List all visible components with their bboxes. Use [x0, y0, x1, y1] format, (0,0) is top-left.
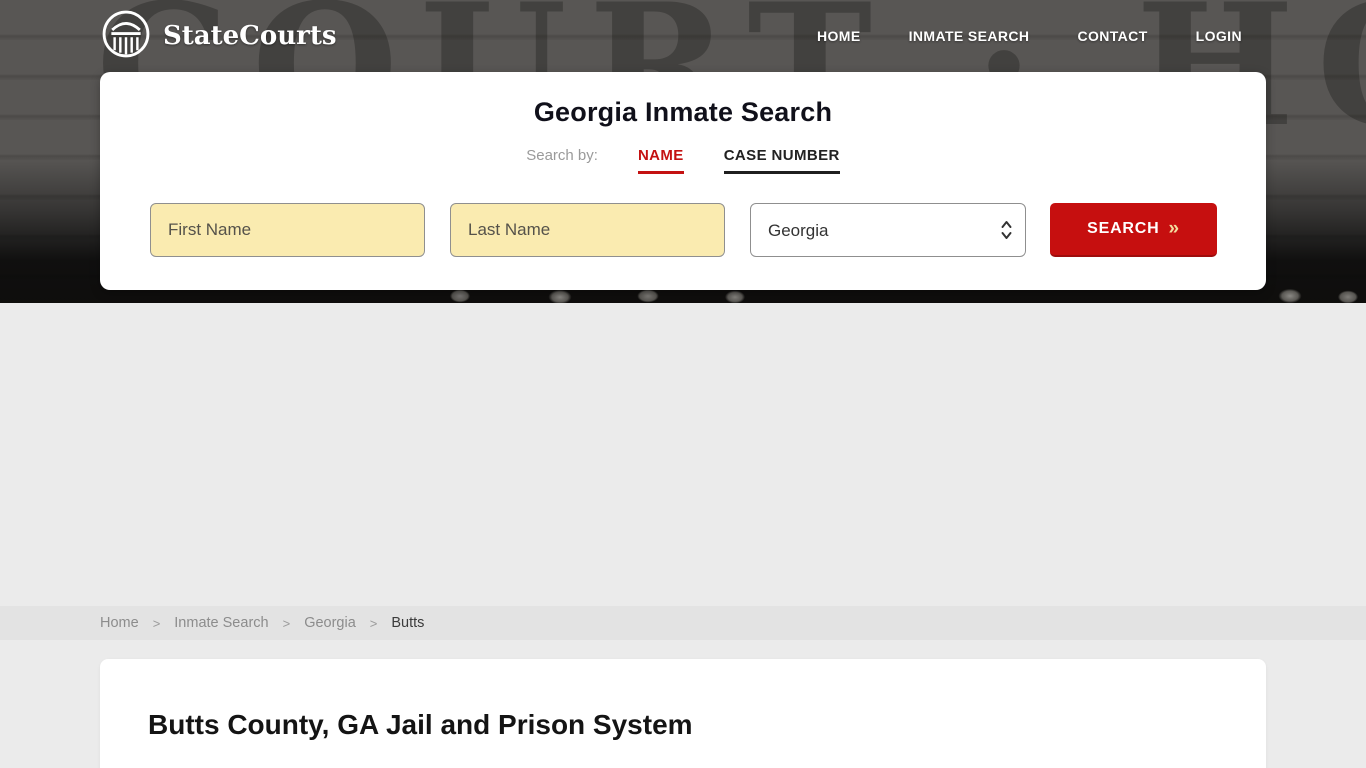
breadcrumb-georgia[interactable]: Georgia: [304, 615, 356, 631]
tab-search-by-case-number[interactable]: CASE NUMBER: [723, 147, 840, 174]
breadcrumb-inmate-search[interactable]: Inmate Search: [174, 615, 269, 631]
county-heading: Butts County, GA Jail and Prison System: [148, 709, 693, 740]
breadcrumb-separator-icon: >: [152, 615, 161, 631]
state-select-wrap: Georgia: [750, 203, 1026, 257]
main-nav: HOME INMATE SEARCH CONTACT LOGIN: [817, 28, 1242, 44]
top-navigation-bar: StateCourts HOME INMATE SEARCH CONTACT L…: [0, 0, 1366, 72]
hero-statues-decoration: [0, 289, 1366, 303]
nav-item-contact[interactable]: CONTACT: [1077, 28, 1148, 44]
breadcrumb-separator-icon: >: [369, 615, 378, 631]
county-content-card: Butts County, GA Jail and Prison System …: [100, 659, 1266, 768]
search-card-title: Georgia Inmate Search: [533, 97, 833, 127]
search-button-label: SEARCH: [1087, 220, 1160, 237]
brand-name: StateCourts: [163, 21, 337, 51]
breadcrumb: Home > Inmate Search > Georgia > Butts: [0, 606, 1366, 640]
breadcrumb-current-butts: Butts: [391, 615, 425, 631]
inmate-search-form: Georgia SEARCH »: [150, 203, 1217, 257]
breadcrumb-home[interactable]: Home: [100, 615, 139, 631]
nav-item-home[interactable]: HOME: [817, 28, 861, 44]
inmate-search-card: Georgia Inmate Search Search by: NAME CA…: [100, 72, 1266, 290]
last-name-input[interactable]: [450, 203, 725, 257]
nav-item-inmate-search[interactable]: INMATE SEARCH: [908, 28, 1030, 44]
search-button-arrow-icon: »: [1168, 218, 1180, 239]
state-select[interactable]: Georgia: [750, 203, 1026, 257]
nav-item-login[interactable]: LOGIN: [1195, 28, 1242, 44]
county-paragraph: BUTTS County has 106 jails with an avera…: [148, 764, 1218, 768]
courthouse-logo-icon: [100, 8, 152, 65]
search-by-row: Search by: NAME CASE NUMBER: [100, 147, 1266, 174]
brand-logo[interactable]: StateCourts: [100, 8, 336, 65]
hero-banner: COURT · HOUSE StateCourts HOME INMATE SE: [0, 0, 1366, 303]
search-by-label: Search by:: [526, 147, 598, 164]
search-button[interactable]: SEARCH »: [1050, 203, 1217, 257]
breadcrumb-separator-icon: >: [282, 615, 291, 631]
tab-search-by-name[interactable]: NAME: [637, 147, 684, 174]
first-name-input[interactable]: [150, 203, 425, 257]
